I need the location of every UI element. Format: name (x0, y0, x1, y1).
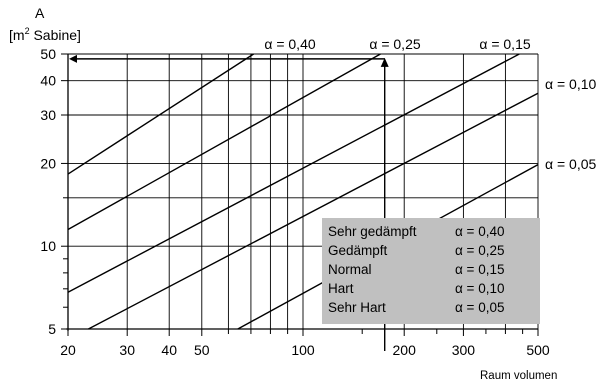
x-tick-label: 50 (194, 342, 210, 358)
tick-labels: 20 30 40 50 100 200 300 500 5 10 20 30 40 50 (40, 46, 549, 358)
legend-value: α = 0,15 (455, 262, 504, 277)
legend-label: Gedämpft (328, 243, 388, 258)
x-tick-label: 20 (60, 342, 76, 358)
y-axis-symbol: A (35, 5, 45, 21)
y-axis-unit-suffix: Sabine] (30, 27, 81, 43)
x-tick-label: 500 (526, 342, 550, 358)
axes (61, 53, 539, 336)
legend-background (322, 218, 540, 324)
x-tick-label: 200 (393, 342, 417, 358)
series-label: α = 0,05 (545, 156, 597, 172)
x-tick-label: 40 (161, 342, 177, 358)
x-tick-label: 100 (291, 342, 315, 358)
series-label: α = 0,15 (479, 36, 531, 52)
x-tick-label: 300 (452, 342, 476, 358)
y-tick-label: 20 (40, 155, 56, 171)
legend: Sehr gedämpft α = 0,40 Gedämpft α = 0,25… (322, 218, 540, 324)
legend-label: Normal (328, 262, 372, 277)
y-axis-unit: [m2 Sabine] (9, 26, 81, 43)
series-label: α = 0,10 (545, 76, 597, 92)
reading-arrowhead-up (380, 57, 389, 67)
x-axis-title: Raum volumen (480, 370, 557, 382)
y-tick-label: 10 (40, 238, 56, 254)
y-tick-label: 30 (40, 107, 56, 123)
y-tick-label: 40 (40, 73, 56, 89)
series-label: α = 0,40 (264, 36, 316, 52)
legend-value: α = 0,10 (455, 281, 504, 296)
y-tick-label: 5 (48, 321, 56, 337)
series-label: α = 0,25 (369, 36, 421, 52)
legend-label: Sehr gedämpft (328, 224, 417, 239)
series-labels: α = 0,40 α = 0,25 α = 0,15 α = 0,10 α = 0,05 (264, 36, 596, 172)
y-axis-unit-exponent: 2 (25, 26, 30, 36)
series-line (67, 53, 381, 231)
legend-label: Hart (328, 281, 354, 296)
reading-arrowhead-left (69, 54, 77, 63)
x-tick-label: 30 (119, 342, 135, 358)
legend-value: α = 0,05 (455, 300, 504, 315)
y-axis-unit-prefix: [m (9, 27, 25, 43)
series-line (88, 92, 539, 330)
series-line (67, 53, 520, 293)
legend-value: α = 0,40 (455, 224, 504, 239)
legend-value: α = 0,25 (455, 243, 504, 258)
series-line (67, 53, 254, 175)
y-tick-label: 50 (40, 46, 56, 62)
legend-label: Sehr Hart (328, 300, 386, 315)
